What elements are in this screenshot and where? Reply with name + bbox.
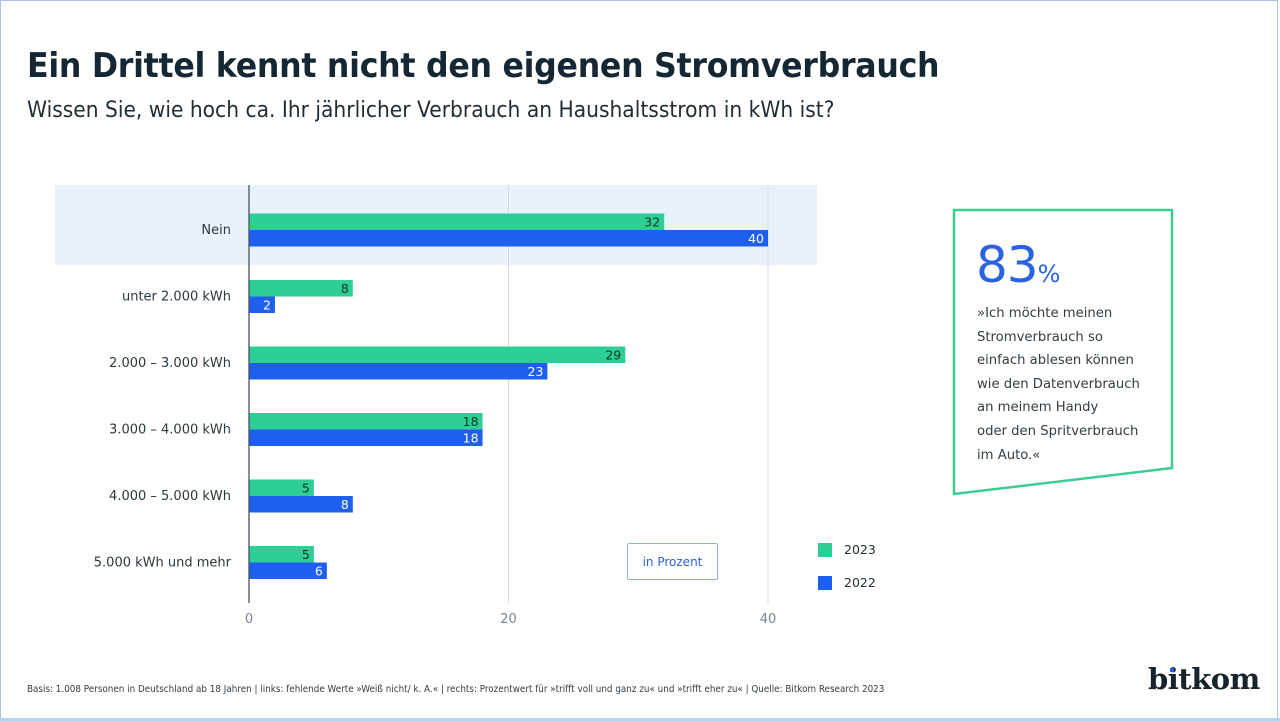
bar-2023 — [249, 413, 483, 430]
category-label: 2.000 – 3.000 kWh — [109, 356, 231, 371]
legend-label-2023: 2023 — [844, 542, 876, 557]
x-tick-label: 40 — [760, 612, 777, 627]
callout-quote-line: »Ich möchte meinen — [977, 306, 1113, 321]
bar-2022 — [249, 230, 768, 247]
bar-2023 — [249, 479, 314, 496]
data-label-2022: 40 — [748, 231, 764, 246]
callout-frame — [952, 208, 1174, 496]
data-label-2023: 5 — [302, 547, 310, 562]
logo-dot — [1170, 668, 1174, 672]
data-label-2022: 23 — [528, 364, 544, 379]
x-tick-label: 20 — [500, 612, 517, 627]
callout-stat: 83% — [976, 236, 1060, 294]
callout-quote-line: wie den Datenverbrauch — [977, 376, 1140, 392]
legend-label-2022: 2022 — [844, 575, 876, 590]
unit-label: in Prozent — [642, 554, 703, 569]
data-label-2022: 6 — [315, 564, 323, 579]
bottom-border — [0, 718, 1280, 721]
data-label-2023: 32 — [644, 215, 660, 230]
data-label-2023: 8 — [341, 281, 349, 296]
callout-quote-line: an meinem Handy — [977, 400, 1099, 416]
data-label-2022: 18 — [463, 431, 479, 446]
data-label-2022: 8 — [341, 497, 349, 512]
data-label-2023: 18 — [463, 414, 479, 429]
category-label: 4.000 – 5.000 kWh — [109, 489, 231, 504]
bar-2023 — [249, 546, 314, 563]
callout-stat-unit: % — [1037, 260, 1061, 288]
data-label-2023: 29 — [605, 348, 621, 363]
callout-quote-line: im Auto.« — [977, 447, 1041, 463]
bitkom-logo: bitkom — [1148, 662, 1260, 696]
legend-item-2022: 2022 — [818, 566, 876, 599]
category-label: 3.000 – 4.000 kWh — [109, 423, 231, 438]
callout-quote-line: einfach ablesen können — [977, 353, 1134, 369]
bar-2022 — [249, 296, 275, 313]
legend-swatch-2022 — [818, 575, 832, 590]
bar-2023 — [249, 213, 665, 230]
unit-label-box: in Prozent — [627, 543, 718, 580]
legend-item-2023: 2023 — [818, 533, 876, 566]
bar-2022 — [249, 562, 327, 579]
bar-2023 — [249, 280, 353, 297]
x-tick-label: 0 — [245, 612, 253, 627]
bar-2023 — [249, 346, 626, 363]
callout-quote-line: oder den Spritverbrauch — [977, 423, 1139, 439]
category-label: unter 2.000 kWh — [122, 290, 231, 305]
data-label-2022: 2 — [263, 298, 271, 313]
bar-2022 — [249, 429, 483, 446]
callout-quote: »Ich möchte meinen Stromverbrauch so einfa… — [977, 302, 1167, 467]
legend-swatch-2023 — [818, 542, 832, 557]
chart-subtitle: Wissen Sie, wie hoch ca. Ihr jährlicher … — [27, 98, 835, 123]
category-label: 5.000 kWh und mehr — [94, 556, 232, 571]
callout-quote-line: Stromverbrauch so — [977, 329, 1103, 345]
bar-2022 — [249, 496, 353, 513]
footnote: Basis: 1.008 Personen in Deutschland ab … — [27, 684, 885, 695]
callout-stat-number: 83 — [976, 236, 1039, 294]
data-label-2023: 5 — [302, 481, 310, 496]
bar-2022 — [249, 363, 548, 380]
category-label: Nein — [201, 223, 231, 238]
chart-title: Ein Drittel kennt nicht den eigenen Stro… — [27, 46, 940, 86]
chart-legend: 2023 2022 — [818, 533, 876, 599]
